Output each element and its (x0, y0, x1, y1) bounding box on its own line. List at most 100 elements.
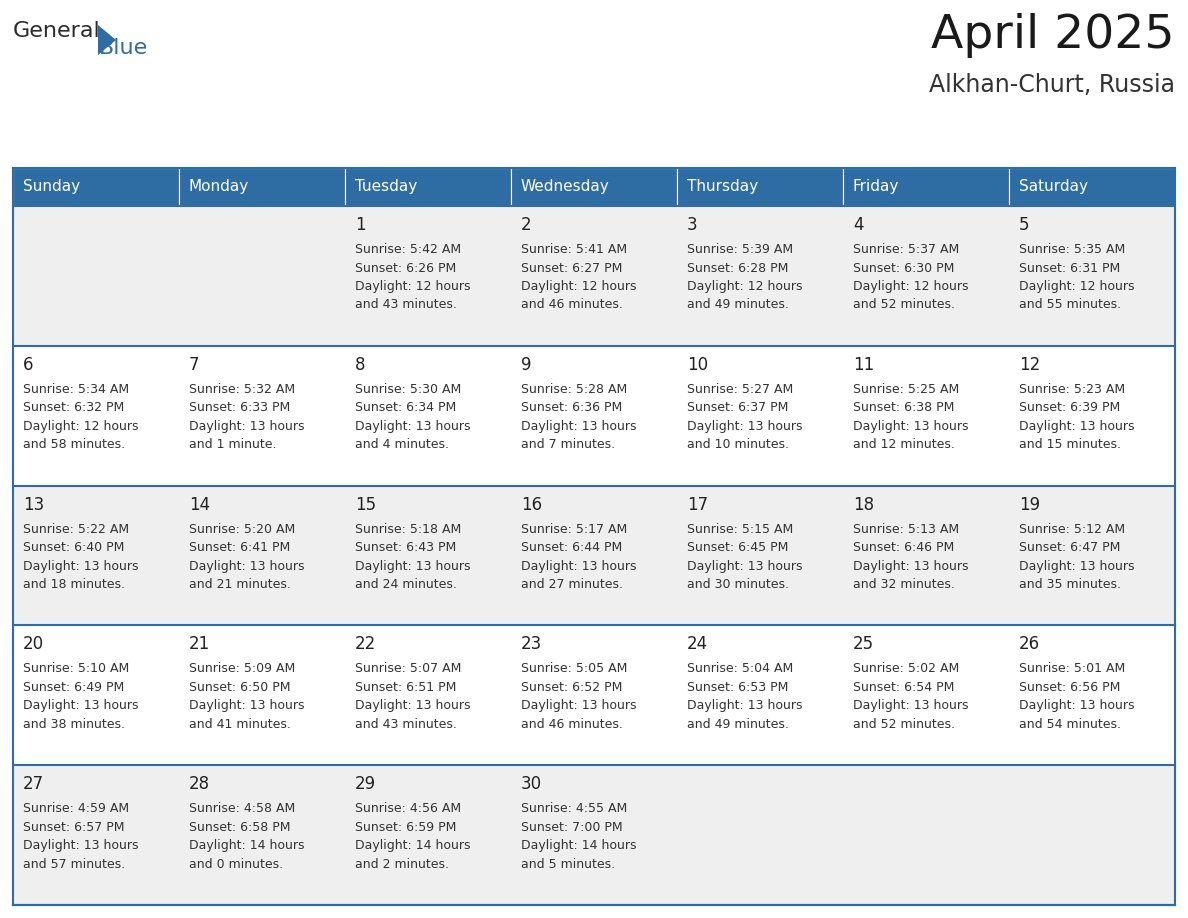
Text: Daylight: 13 hours: Daylight: 13 hours (189, 700, 304, 712)
Text: 22: 22 (355, 635, 377, 654)
Text: Sunrise: 5:01 AM: Sunrise: 5:01 AM (1019, 663, 1125, 676)
Text: Sunset: 6:39 PM: Sunset: 6:39 PM (1019, 401, 1120, 414)
Text: Wednesday: Wednesday (522, 180, 609, 195)
Text: Daylight: 13 hours: Daylight: 13 hours (189, 560, 304, 573)
Bar (13, 346, 179, 486)
Text: 1: 1 (355, 216, 366, 234)
Text: Friday: Friday (853, 180, 899, 195)
Text: and 24 minutes.: and 24 minutes. (355, 578, 457, 591)
Text: 3: 3 (687, 216, 697, 234)
Text: Sunday: Sunday (23, 180, 80, 195)
Text: 7: 7 (189, 356, 200, 374)
Text: and 49 minutes.: and 49 minutes. (687, 718, 789, 731)
Text: Sunset: 6:52 PM: Sunset: 6:52 PM (522, 681, 623, 694)
Text: Sunrise: 5:13 AM: Sunrise: 5:13 AM (853, 522, 959, 535)
Bar (345, 625, 511, 766)
Bar (1009, 206, 1175, 346)
Text: and 4 minutes.: and 4 minutes. (355, 438, 449, 452)
Text: Daylight: 14 hours: Daylight: 14 hours (189, 839, 304, 852)
Text: Sunrise: 5:41 AM: Sunrise: 5:41 AM (522, 243, 627, 256)
Text: 2: 2 (522, 216, 531, 234)
Text: Sunset: 6:28 PM: Sunset: 6:28 PM (687, 262, 789, 274)
Text: Sunrise: 5:18 AM: Sunrise: 5:18 AM (355, 522, 461, 535)
Text: Daylight: 13 hours: Daylight: 13 hours (687, 420, 803, 432)
Text: and 38 minutes.: and 38 minutes. (23, 718, 125, 731)
Text: and 1 minute.: and 1 minute. (189, 438, 277, 452)
Bar (179, 625, 345, 766)
Bar (1009, 346, 1175, 486)
Text: Sunset: 6:40 PM: Sunset: 6:40 PM (23, 541, 125, 554)
Text: 15: 15 (355, 496, 377, 513)
Text: Daylight: 12 hours: Daylight: 12 hours (355, 280, 470, 293)
Text: 24: 24 (687, 635, 708, 654)
Text: Sunrise: 5:28 AM: Sunrise: 5:28 AM (522, 383, 627, 396)
Text: Sunset: 6:31 PM: Sunset: 6:31 PM (1019, 262, 1120, 274)
Bar (677, 625, 843, 766)
Text: Sunrise: 5:23 AM: Sunrise: 5:23 AM (1019, 383, 1125, 396)
Text: 4: 4 (853, 216, 864, 234)
Text: and 7 minutes.: and 7 minutes. (522, 438, 615, 452)
Text: 29: 29 (355, 775, 377, 793)
Bar (179, 168, 345, 206)
Text: and 52 minutes.: and 52 minutes. (853, 718, 955, 731)
Bar (13, 168, 179, 206)
Bar (345, 346, 511, 486)
Text: Sunset: 6:45 PM: Sunset: 6:45 PM (687, 541, 789, 554)
Text: and 27 minutes.: and 27 minutes. (522, 578, 623, 591)
Text: Sunrise: 5:25 AM: Sunrise: 5:25 AM (853, 383, 959, 396)
Text: and 35 minutes.: and 35 minutes. (1019, 578, 1121, 591)
Text: Sunrise: 5:32 AM: Sunrise: 5:32 AM (189, 383, 295, 396)
Text: Sunset: 6:49 PM: Sunset: 6:49 PM (23, 681, 125, 694)
Text: and 46 minutes.: and 46 minutes. (522, 298, 623, 311)
Text: Daylight: 13 hours: Daylight: 13 hours (522, 700, 637, 712)
Bar (13, 766, 179, 905)
Text: Sunrise: 5:42 AM: Sunrise: 5:42 AM (355, 243, 461, 256)
Text: 11: 11 (853, 356, 874, 374)
Bar (843, 346, 1009, 486)
Bar (677, 206, 843, 346)
Text: Sunrise: 4:59 AM: Sunrise: 4:59 AM (23, 802, 129, 815)
Text: 25: 25 (853, 635, 874, 654)
Text: and 30 minutes.: and 30 minutes. (687, 578, 789, 591)
Text: 5: 5 (1019, 216, 1030, 234)
Text: 28: 28 (189, 775, 210, 793)
Text: Sunrise: 5:05 AM: Sunrise: 5:05 AM (522, 663, 627, 676)
Text: Daylight: 13 hours: Daylight: 13 hours (1019, 420, 1135, 432)
Bar (843, 168, 1009, 206)
Text: Sunrise: 5:22 AM: Sunrise: 5:22 AM (23, 522, 129, 535)
Text: 20: 20 (23, 635, 44, 654)
Text: Sunset: 6:37 PM: Sunset: 6:37 PM (687, 401, 789, 414)
Text: April 2025: April 2025 (931, 13, 1175, 58)
Text: Sunrise: 4:55 AM: Sunrise: 4:55 AM (522, 802, 627, 815)
Text: 17: 17 (687, 496, 708, 513)
Text: and 54 minutes.: and 54 minutes. (1019, 718, 1121, 731)
Text: Daylight: 13 hours: Daylight: 13 hours (355, 420, 470, 432)
Text: 26: 26 (1019, 635, 1041, 654)
Text: and 0 minutes.: and 0 minutes. (189, 857, 283, 870)
Text: Sunset: 6:51 PM: Sunset: 6:51 PM (355, 681, 456, 694)
Text: Monday: Monday (189, 180, 249, 195)
Text: and 15 minutes.: and 15 minutes. (1019, 438, 1121, 452)
Text: Sunrise: 5:04 AM: Sunrise: 5:04 AM (687, 663, 794, 676)
Text: and 12 minutes.: and 12 minutes. (853, 438, 955, 452)
Text: 21: 21 (189, 635, 210, 654)
Text: Sunset: 6:44 PM: Sunset: 6:44 PM (522, 541, 623, 554)
Polygon shape (97, 25, 116, 55)
Bar (511, 168, 677, 206)
Bar (511, 766, 677, 905)
Text: Sunset: 6:56 PM: Sunset: 6:56 PM (1019, 681, 1120, 694)
Text: Daylight: 12 hours: Daylight: 12 hours (687, 280, 803, 293)
Text: Saturday: Saturday (1019, 180, 1088, 195)
Text: Sunset: 6:59 PM: Sunset: 6:59 PM (355, 821, 456, 834)
Bar (1009, 168, 1175, 206)
Text: Daylight: 13 hours: Daylight: 13 hours (1019, 560, 1135, 573)
Text: Daylight: 13 hours: Daylight: 13 hours (853, 420, 968, 432)
Text: and 55 minutes.: and 55 minutes. (1019, 298, 1121, 311)
Bar (13, 486, 179, 625)
Text: Sunrise: 5:30 AM: Sunrise: 5:30 AM (355, 383, 461, 396)
Bar (345, 766, 511, 905)
Bar (677, 766, 843, 905)
Text: and 2 minutes.: and 2 minutes. (355, 857, 449, 870)
Text: Sunrise: 5:37 AM: Sunrise: 5:37 AM (853, 243, 959, 256)
Text: Sunset: 6:38 PM: Sunset: 6:38 PM (853, 401, 954, 414)
